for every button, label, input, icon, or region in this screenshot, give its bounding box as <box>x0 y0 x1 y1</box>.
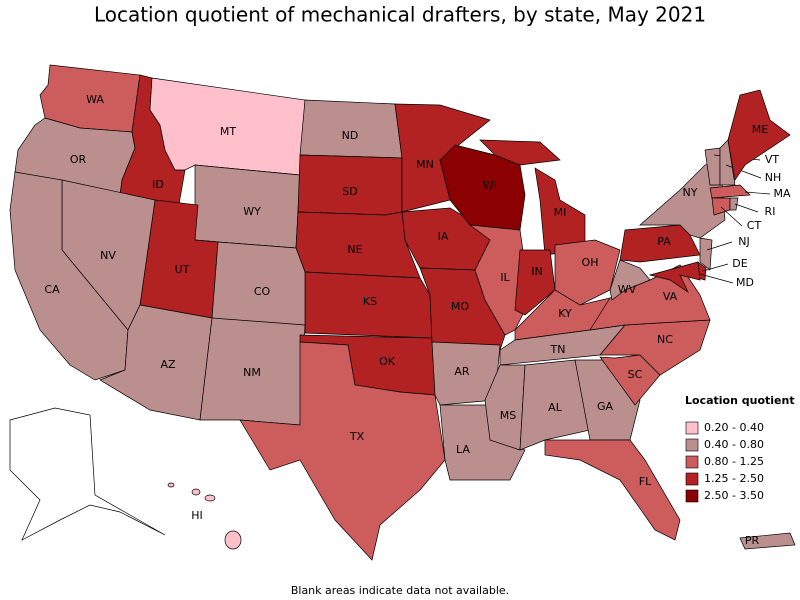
state <box>639 159 726 239</box>
state-label: NM <box>243 366 261 379</box>
state-label: NH <box>765 171 782 184</box>
state <box>739 532 796 550</box>
alaska <box>9 407 166 541</box>
state <box>211 241 306 334</box>
state-label: MD <box>736 276 754 289</box>
state-label: CA <box>44 283 60 296</box>
legend-label: 0.20 - 0.40 <box>704 421 764 434</box>
states: WA OR ID MT WY ND SD NE KS UT CO NV CA AZ NM OK TX MN IA MO… <box>9 64 796 561</box>
state-label: MI <box>554 206 567 219</box>
legend-swatch <box>685 421 699 435</box>
state-label: LA <box>456 443 470 456</box>
state-label: ID <box>152 178 164 191</box>
state <box>544 439 681 541</box>
legend-title: Location quotient <box>685 394 795 407</box>
state-label: MA <box>773 187 790 200</box>
state-label: CO <box>254 285 271 298</box>
state-label: TN <box>550 343 566 356</box>
leader-line <box>706 241 733 251</box>
state <box>729 197 739 211</box>
state <box>514 249 556 316</box>
state <box>9 171 129 381</box>
state-label: ND <box>342 129 359 142</box>
state-label: WY <box>243 205 261 218</box>
state-label: OH <box>582 256 599 269</box>
state-label: OK <box>379 355 396 368</box>
state-label: VA <box>663 290 678 303</box>
legend: 0.20 - 0.40 0.40 - 0.80 0.80 - 1.25 1.25 - … <box>685 421 764 503</box>
state-label: WI <box>483 179 497 192</box>
legend-label: 1.25 - 2.50 <box>704 472 764 485</box>
map-title: Location quotient of mechanical drafters… <box>94 3 706 27</box>
leader-line <box>699 273 734 284</box>
state <box>431 341 501 406</box>
state-label: NJ <box>738 235 749 248</box>
state-label: NE <box>347 243 362 256</box>
footnote: Blank areas indicate data not available. <box>291 584 509 597</box>
state-label: UT <box>175 263 190 276</box>
state <box>479 139 586 256</box>
leader-line <box>725 164 762 179</box>
state <box>699 237 713 271</box>
legend-label: 0.40 - 0.80 <box>704 438 764 451</box>
state-label: AL <box>548 401 563 414</box>
legend-swatch <box>685 489 699 503</box>
state <box>167 482 242 550</box>
state-label: SD <box>342 185 357 198</box>
state-label: HI <box>191 509 203 522</box>
legend-label: 0.80 - 1.25 <box>704 455 764 468</box>
state-label: TX <box>349 430 365 443</box>
leader-line <box>720 206 743 227</box>
state-label: OR <box>70 153 87 166</box>
leader-line <box>734 203 759 213</box>
state-label: VT <box>765 153 780 166</box>
state-label: KY <box>558 307 572 320</box>
state <box>719 139 736 186</box>
leader-line <box>744 191 771 195</box>
state-label: MO <box>451 300 469 313</box>
legend-swatch <box>685 472 699 486</box>
state-label: ME <box>752 123 768 136</box>
state-label: MT <box>220 125 236 138</box>
state-label: IL <box>500 271 510 284</box>
state <box>239 341 446 561</box>
state-label: CT <box>747 219 762 232</box>
state <box>599 354 661 406</box>
state-label: DE <box>732 257 747 270</box>
state <box>648 261 701 293</box>
state-label: AZ <box>160 358 176 371</box>
state-label: RI <box>765 205 776 218</box>
state-label: GA <box>597 400 614 413</box>
legend-swatch <box>685 438 699 452</box>
state-label: NY <box>683 186 698 199</box>
state-label: NV <box>100 249 116 262</box>
state-label: IN <box>531 265 542 278</box>
state-label: PA <box>657 235 671 248</box>
state-label: AR <box>454 365 470 378</box>
legend-label: 2.50 - 3.50 <box>704 489 764 502</box>
state-label: IA <box>438 230 449 243</box>
state-label: NC <box>657 333 673 346</box>
state-label: SC <box>628 368 643 381</box>
state-label: MN <box>416 158 434 171</box>
state-label: FL <box>639 475 652 488</box>
state <box>727 89 791 181</box>
state-label: PR <box>745 534 760 547</box>
state <box>709 184 751 199</box>
leader-line <box>702 263 729 272</box>
state <box>519 359 591 451</box>
state-label: WV <box>618 283 637 296</box>
state <box>554 239 621 306</box>
state-label: KS <box>363 295 377 308</box>
state-label: MS <box>500 409 516 422</box>
state-label: WA <box>86 93 104 106</box>
legend-swatch <box>685 455 699 469</box>
